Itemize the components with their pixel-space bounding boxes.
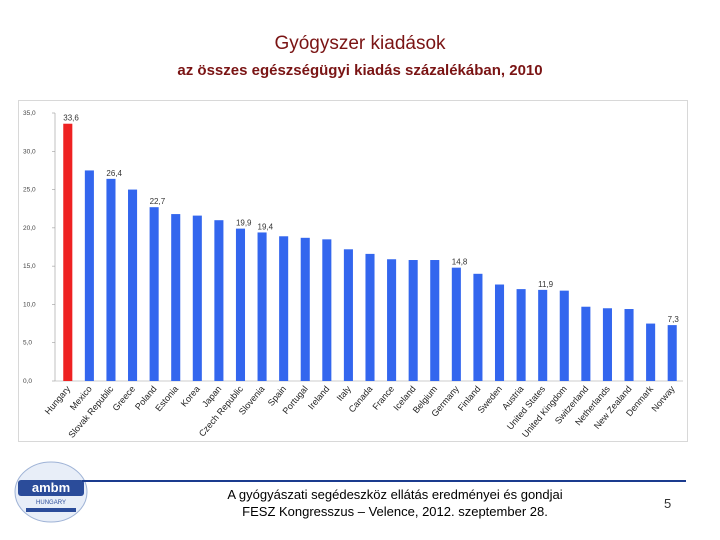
bar (235, 228, 246, 381)
x-tick-label: Ireland (306, 384, 331, 412)
data-label: 19,4 (258, 222, 274, 231)
y-tick-label: 35,0 (23, 110, 36, 117)
y-tick-label: 30,0 (23, 148, 36, 155)
y-tick-label: 20,0 (23, 225, 36, 232)
svg-text:ambm: ambm (32, 480, 70, 495)
bar (387, 259, 397, 381)
bar (257, 232, 267, 381)
bar (602, 308, 612, 381)
chart-subtitle: az összes egészségügyi kiadás százalékáb… (177, 62, 543, 79)
footer-line-1: A gyógyászati segédeszköz ellátás eredmé… (227, 487, 563, 502)
bar (516, 289, 526, 381)
y-tick-label: 25,0 (23, 187, 36, 194)
bar (473, 273, 483, 381)
bar (343, 249, 353, 381)
chart-area: 0,0 5,0 10,0 15,0 20,0 25,0 30,0 35,0 Hungary 33,… (18, 100, 688, 442)
bar (430, 260, 440, 381)
y-tick-label: 15,0 (23, 263, 36, 270)
bar (322, 239, 332, 381)
data-label: 33,6 (63, 114, 79, 123)
x-tick-label: Estonia (153, 384, 180, 413)
x-tick-label: Hungary (43, 383, 73, 416)
data-label: 26,4 (106, 169, 122, 178)
svg-text:HUNGARY: HUNGARY (36, 500, 66, 506)
bar (365, 253, 375, 381)
data-label: 14,8 (452, 258, 468, 267)
bar (171, 214, 181, 381)
x-tick-label: Korea (179, 384, 202, 409)
bar (559, 290, 569, 381)
ambm-logo-icon: ambm HUNGARY (14, 461, 88, 523)
bar (667, 325, 677, 381)
data-label: 22,7 (150, 197, 166, 206)
bar (300, 237, 310, 381)
bar (63, 123, 73, 381)
logo: ambm HUNGARY (12, 460, 90, 524)
footer-text: A gyógyászati segédeszköz ellátás eredmé… (160, 486, 630, 520)
x-tick-label: Italy (335, 383, 354, 402)
bar (214, 220, 224, 381)
x-tick-label: Greece (110, 384, 137, 413)
bar (581, 306, 591, 381)
bar (84, 170, 94, 381)
y-tick-label: 10,0 (23, 301, 36, 308)
bar (279, 236, 289, 381)
bar (128, 189, 138, 381)
footer-line-2: FESZ Kongresszus – Velence, 2012. szepte… (242, 504, 548, 519)
y-tick-label: 0,0 (23, 378, 32, 385)
bar (538, 289, 548, 381)
bar (646, 323, 656, 381)
bar (192, 215, 202, 381)
footer-divider (82, 480, 686, 482)
bar (408, 260, 418, 381)
x-tick-label: Norway (649, 383, 677, 413)
chart-title: Gyógyszer kiadások (274, 33, 446, 54)
bar (451, 267, 461, 381)
bar (149, 207, 159, 381)
bar (494, 284, 505, 381)
y-tick-label: 5,0 (23, 340, 32, 347)
x-tick-label: Canada (347, 384, 375, 415)
data-label: 11,9 (538, 280, 554, 289)
bar (624, 309, 634, 381)
bar-chart: 0,0 5,0 10,0 15,0 20,0 25,0 30,0 35,0 Hungary 33,… (23, 110, 683, 440)
bar (106, 178, 116, 381)
page-number: 5 (664, 496, 672, 511)
data-label: 19,9 (236, 219, 252, 228)
data-label: 7,3 (668, 315, 680, 324)
